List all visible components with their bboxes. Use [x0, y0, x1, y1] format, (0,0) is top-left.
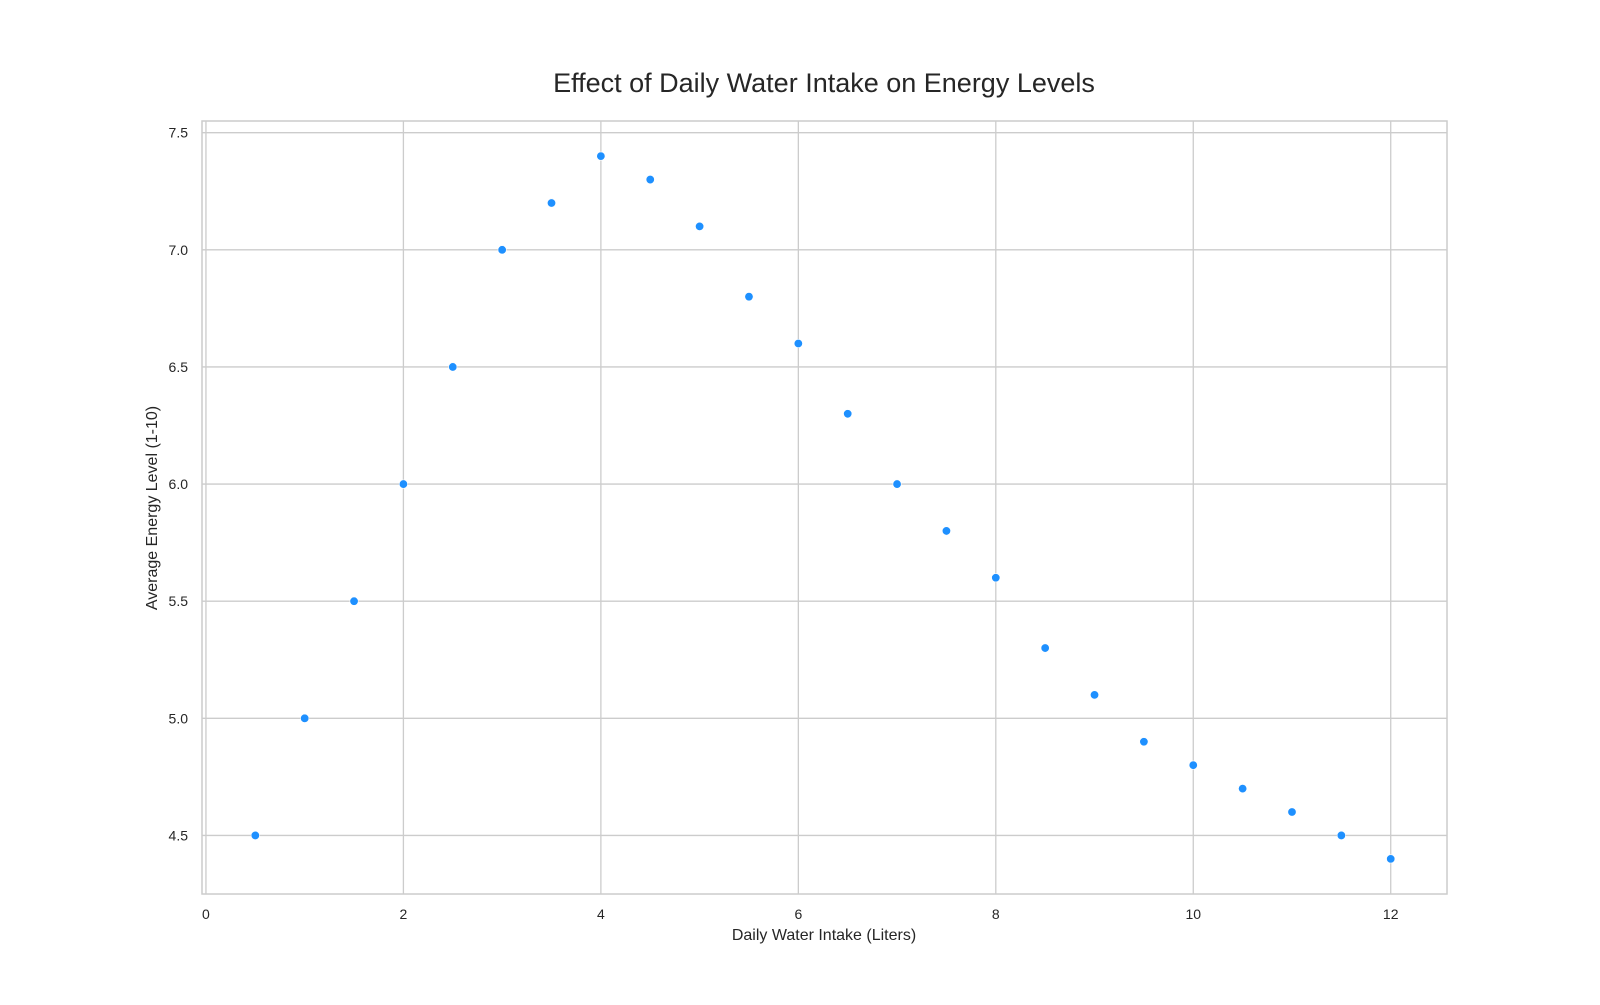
x-tick-label: 10 — [1185, 906, 1201, 922]
grid-lines — [202, 121, 1447, 894]
scatter-point — [1040, 643, 1050, 653]
x-tick-label: 8 — [992, 906, 1000, 922]
scatter-point — [1188, 760, 1198, 770]
scatter-point — [547, 198, 557, 208]
scatter-point — [941, 526, 951, 536]
y-tick-label: 7.0 — [169, 242, 189, 258]
x-tick-label: 4 — [597, 906, 605, 922]
scatter-point — [448, 362, 458, 372]
x-tick-label: 12 — [1383, 906, 1399, 922]
y-axis-label: Average Energy Level (1-10) — [144, 406, 161, 610]
x-axis-label: Daily Water Intake (Liters) — [732, 927, 916, 944]
scatter-point — [1238, 784, 1248, 794]
y-tick-label: 5.5 — [169, 593, 189, 609]
x-axis-ticks: 0 2 4 6 8 10 12 — [202, 906, 1399, 922]
scatter-point — [645, 175, 655, 185]
scatter-point — [1139, 737, 1149, 747]
scatter-point — [497, 245, 507, 255]
y-tick-label: 6.0 — [169, 476, 189, 492]
scatter-point — [596, 151, 606, 161]
scatter-point — [1336, 830, 1346, 840]
scatter-point — [250, 830, 260, 840]
y-tick-label: 6.5 — [169, 359, 189, 375]
scatter-point — [1386, 854, 1396, 864]
plot-frame — [201, 120, 1448, 895]
chart-title: Effect of Daily Water Intake on Energy L… — [553, 68, 1095, 98]
y-tick-label: 4.5 — [169, 827, 189, 843]
scatter-point — [398, 479, 408, 489]
scatter-point — [1090, 690, 1100, 700]
x-tick-label: 0 — [202, 906, 210, 922]
y-tick-label: 5.0 — [169, 710, 189, 726]
y-tick-label: 7.5 — [169, 125, 189, 141]
x-tick-label: 6 — [794, 906, 802, 922]
scatter-point — [300, 713, 310, 723]
x-tick-label: 2 — [400, 906, 408, 922]
scatter-point — [892, 479, 902, 489]
data-points — [250, 151, 1396, 864]
scatter-point — [695, 221, 705, 231]
scatter-point — [843, 409, 853, 419]
scatter-point — [991, 573, 1001, 583]
scatter-point — [744, 292, 754, 302]
y-axis-ticks: 4.5 5.0 5.5 6.0 6.5 7.0 7.5 — [169, 125, 189, 844]
scatter-point — [1287, 807, 1297, 817]
scatter-point — [349, 596, 359, 606]
scatter-point — [793, 339, 803, 349]
